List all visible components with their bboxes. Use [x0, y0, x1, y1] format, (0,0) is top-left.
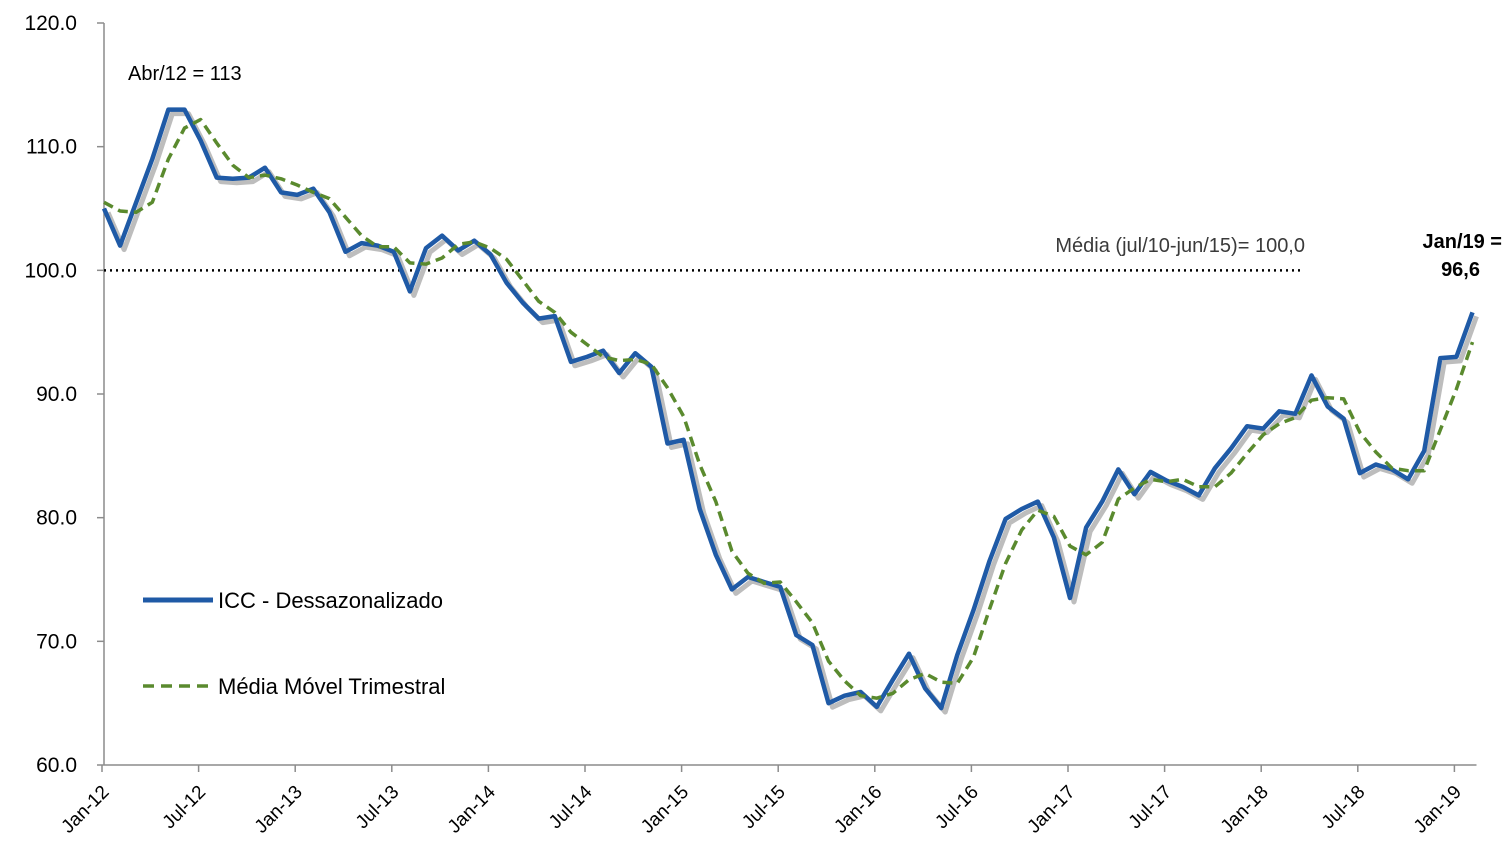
- legend-label-icc: ICC - Dessazonalizado: [218, 588, 443, 613]
- legend-label-moving-average: Média Móvel Trimestral: [218, 674, 445, 699]
- x-tick-label: Jan-16: [830, 782, 886, 838]
- series-moving-average-line: [103, 117, 1475, 700]
- x-tick-label: Jan-15: [637, 782, 693, 838]
- x-tick-label: Jan-17: [1024, 782, 1080, 838]
- x-tick-label: Jul-18: [1318, 782, 1369, 833]
- y-axis: 60.0 70.0 80.0 90.0 100.0 110.0 120.0: [24, 12, 105, 777]
- x-tick-label: Jul-15: [738, 782, 789, 833]
- series-icc-line: [101, 107, 1475, 711]
- x-tick-label: Jan-13: [251, 782, 307, 838]
- x-tick-label: Jul-14: [545, 781, 597, 833]
- peak-annotation: Abr/12 = 113: [128, 63, 242, 85]
- x-tick-label: Jul-16: [931, 782, 982, 833]
- series-layer: [101, 107, 1479, 715]
- x-tick-label: Jul-12: [159, 782, 210, 833]
- x-tick-label: Jul-17: [1125, 782, 1176, 833]
- legend: ICC - Dessazonalizado Média Móvel Trimes…: [143, 588, 445, 699]
- x-tick-label: Jul-13: [352, 782, 403, 833]
- x-tick-label: Jan-12: [58, 782, 114, 838]
- reference-line-label: Média (jul/10-jun/15)= 100,0: [1055, 235, 1305, 257]
- last-value-annotation-line1: Jan/19 =: [1422, 231, 1502, 253]
- y-tick-label: 60.0: [36, 754, 77, 777]
- y-tick-label: 80.0: [36, 507, 77, 530]
- y-tick-label: 100.0: [24, 259, 77, 282]
- y-tick-label: 120.0: [24, 12, 77, 35]
- x-tick-label: Jan-19: [1410, 782, 1466, 838]
- y-tick-label: 90.0: [36, 383, 77, 406]
- last-value-annotation-line2: 96,6: [1441, 259, 1480, 281]
- y-tick-label: 110.0: [26, 136, 77, 159]
- x-axis: Jan-12 Jul-12 Jan-13 Jul-13 Jan-14 Jul-14 Jan-…: [58, 764, 1477, 838]
- x-tick-label: Jan-18: [1217, 782, 1273, 838]
- y-tick-label: 70.0: [36, 630, 77, 653]
- x-tick-label: Jan-14: [444, 781, 500, 837]
